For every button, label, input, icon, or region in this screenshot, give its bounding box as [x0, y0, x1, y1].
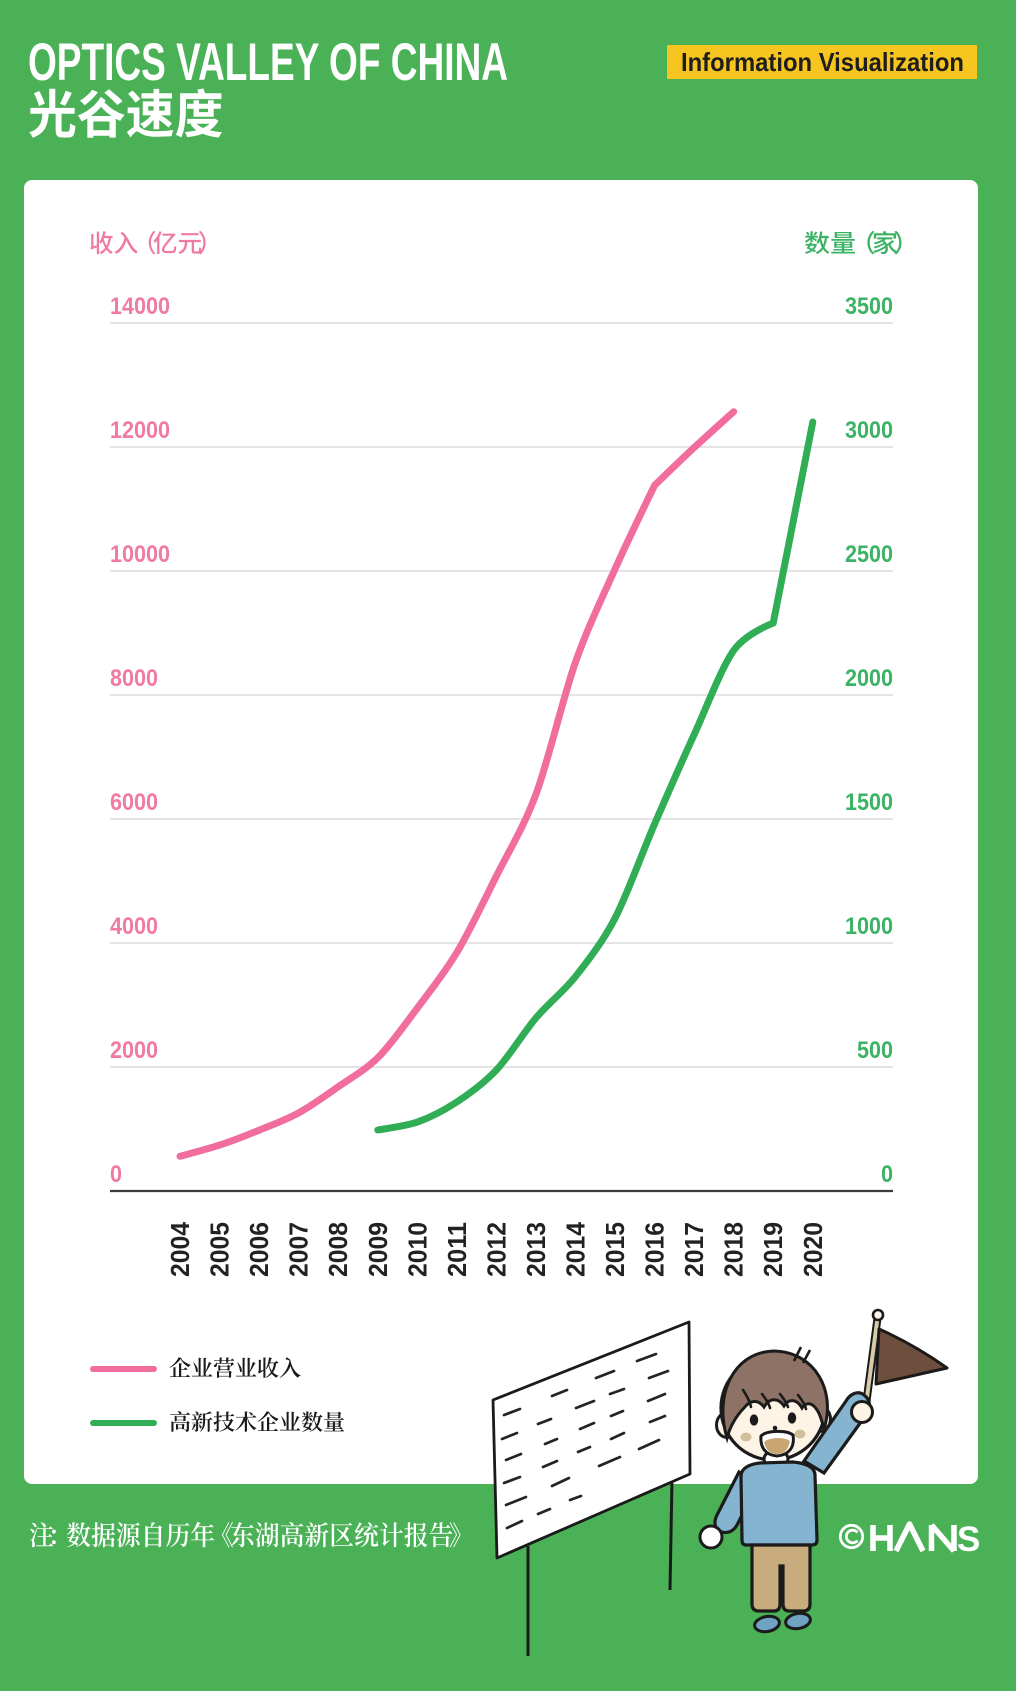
- svg-text:10000: 10000: [110, 541, 170, 568]
- svg-text:12000: 12000: [110, 417, 170, 444]
- svg-text:2018: 2018: [719, 1222, 749, 1277]
- svg-text:8000: 8000: [110, 665, 158, 692]
- svg-text:2013: 2013: [521, 1222, 551, 1277]
- svg-text:2010: 2010: [402, 1222, 432, 1277]
- svg-text:6000: 6000: [110, 789, 158, 816]
- svg-text:2500: 2500: [845, 541, 893, 568]
- svg-text:2004: 2004: [165, 1221, 195, 1277]
- svg-text:Information Visualization: Information Visualization: [681, 47, 964, 77]
- svg-text:0: 0: [110, 1161, 122, 1188]
- svg-text:2000: 2000: [845, 665, 893, 692]
- svg-text:2019: 2019: [758, 1222, 788, 1277]
- svg-text:2017: 2017: [679, 1222, 709, 1277]
- svg-text:3000: 3000: [845, 417, 893, 444]
- svg-text:2020: 2020: [798, 1222, 828, 1277]
- svg-text:1500: 1500: [845, 789, 893, 816]
- svg-text:1000: 1000: [845, 913, 893, 940]
- svg-text:2014: 2014: [561, 1221, 591, 1277]
- svg-text:2005: 2005: [205, 1222, 235, 1277]
- svg-text:2009: 2009: [363, 1222, 393, 1277]
- svg-text:2000: 2000: [110, 1037, 158, 1064]
- svg-text:2006: 2006: [244, 1222, 274, 1277]
- svg-text:500: 500: [857, 1037, 893, 1064]
- svg-text:S: S: [957, 1520, 980, 1559]
- svg-text:0: 0: [881, 1161, 893, 1188]
- svg-text:14000: 14000: [110, 293, 170, 320]
- svg-text:2016: 2016: [640, 1222, 670, 1277]
- svg-text:2015: 2015: [600, 1222, 630, 1277]
- svg-text:2012: 2012: [481, 1222, 511, 1277]
- svg-text:2007: 2007: [284, 1222, 314, 1277]
- svg-text:4000: 4000: [110, 913, 158, 940]
- svg-text:OPTICS VALLEY OF CHINA: OPTICS VALLEY OF CHINA: [28, 33, 508, 92]
- svg-text:2008: 2008: [323, 1222, 353, 1277]
- svg-text:3500: 3500: [845, 293, 893, 320]
- svg-text:2011: 2011: [442, 1222, 472, 1277]
